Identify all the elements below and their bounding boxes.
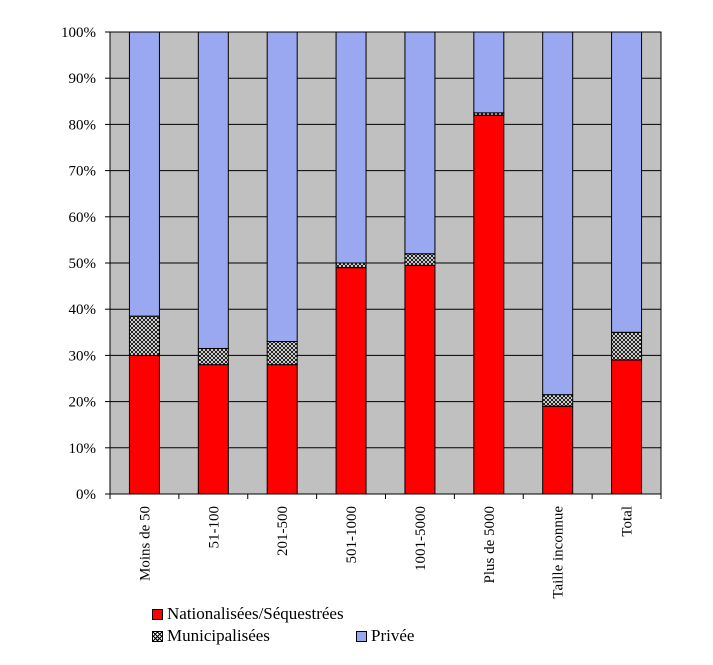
bar-municipalisees-201-500	[266, 341, 298, 366]
bar-privee-501-1000	[335, 31, 367, 264]
y-tick-label: 40%	[69, 302, 97, 318]
y-tick-label: 70%	[69, 164, 97, 180]
legend-label-nationalisees: Nationalisées/Séquestrées	[167, 604, 344, 623]
bar-nationalisees-sequestrees-taille-inconnue	[542, 405, 574, 495]
bar-municipalisees-501-1000	[335, 262, 367, 269]
legend-label-municipalisees: Municipalisées	[167, 626, 270, 645]
legend-item-privee: Privée	[356, 626, 414, 646]
x-tick-label-total: Total	[620, 506, 636, 537]
legend-swatch-hatch	[152, 630, 163, 642]
bar-privee-1001-5000	[404, 31, 436, 255]
x-tick-label-plus-de-5000: Plus de 5000	[482, 506, 498, 584]
x-tick-label-moins-de-50: Moins de 50	[137, 506, 153, 581]
bar-municipalisees-total	[611, 331, 643, 361]
bar-municipalisees-moins-de-50	[128, 315, 160, 356]
bar-privee-201-500	[266, 31, 298, 343]
y-tick-label: 60%	[69, 210, 97, 226]
bar-nationalisees-sequestrees-plus-de-5000	[473, 114, 505, 495]
x-axis-ticks: Moins de 50 51-100 201-500 501-1000 1001-500…	[109, 494, 662, 599]
bar-municipalisees-taille-inconnue	[542, 394, 574, 407]
bars	[128, 31, 643, 495]
y-axis-ticks: 0% 10% 20% 30% 40% 50% 60% 70% 80% 90% 100%	[61, 25, 110, 503]
bar-municipalisees-51-100	[197, 347, 229, 366]
legend-item-municipalisees: Municipalisées	[152, 626, 270, 646]
bar-nationalisees-sequestrees-moins-de-50	[128, 354, 160, 495]
bar-nationalisees-sequestrees-201-500	[266, 364, 298, 495]
x-tick-label-1001-5000: 1001-5000	[413, 506, 429, 571]
x-tick-label-51-100: 51-100	[206, 506, 222, 549]
y-tick-label: 0%	[76, 487, 96, 503]
bar-nationalisees-sequestrees-501-1000	[335, 267, 367, 495]
y-tick-label: 30%	[69, 348, 97, 364]
legend-swatch-red	[152, 608, 163, 620]
bar-nationalisees-sequestrees-1001-5000	[404, 264, 436, 495]
y-tick-label: 20%	[69, 395, 97, 411]
x-tick-label-201-500: 201-500	[275, 506, 291, 556]
bar-privee-total	[611, 31, 643, 333]
bar-nationalisees-sequestrees-51-100	[197, 364, 229, 495]
x-tick-label-501-1000: 501-1000	[344, 506, 360, 564]
bar-municipalisees-1001-5000	[404, 253, 436, 266]
legend-item-nationalisees: Nationalisées/Séquestrées	[152, 604, 344, 624]
bar-privee-plus-de-5000	[473, 31, 505, 114]
x-tick-label-taille-inconnue: Taille inconnue	[551, 506, 567, 599]
bar-privee-taille-inconnue	[542, 31, 574, 396]
y-tick-label: 90%	[69, 71, 97, 87]
y-tick-label: 50%	[69, 256, 97, 272]
bar-privee-moins-de-50	[128, 31, 160, 317]
legend-label-privee: Privée	[371, 626, 415, 645]
y-tick-label: 100%	[61, 25, 96, 41]
bar-privee-51-100	[197, 31, 229, 349]
bar-nationalisees-sequestrees-total	[611, 359, 643, 495]
legend-swatch-blue	[356, 630, 367, 642]
y-tick-label: 10%	[69, 441, 97, 457]
y-tick-label: 80%	[69, 117, 97, 133]
